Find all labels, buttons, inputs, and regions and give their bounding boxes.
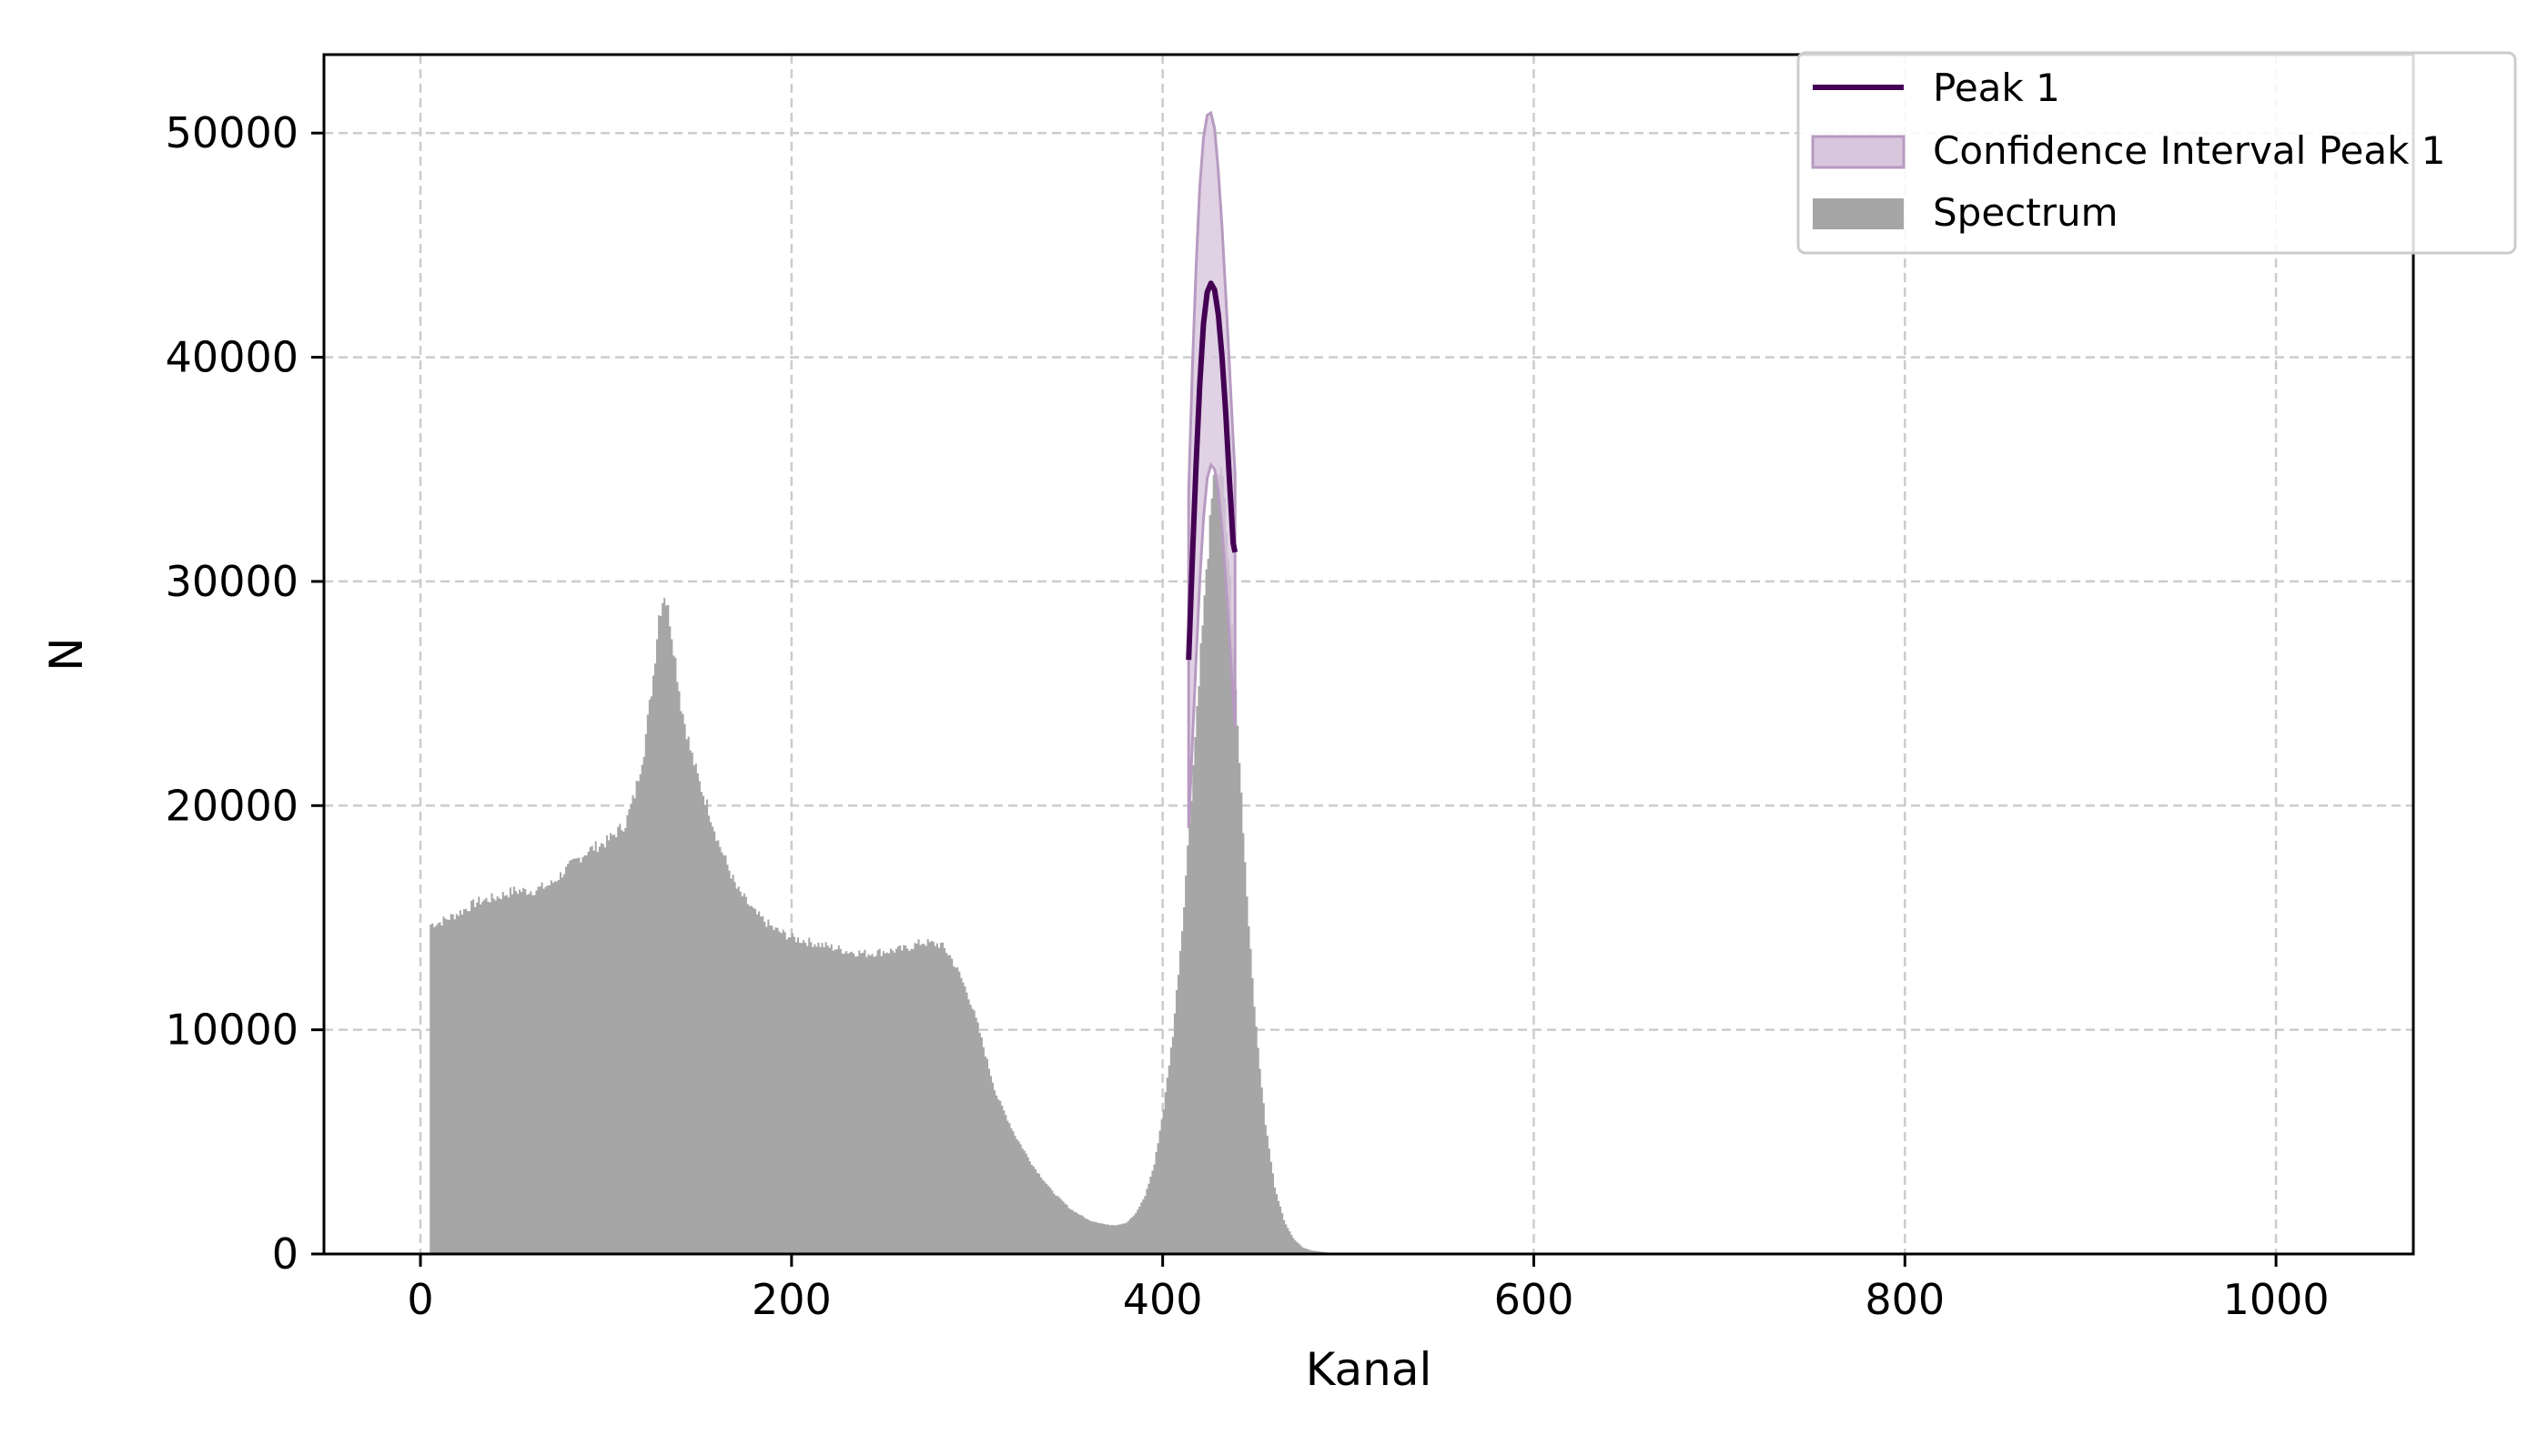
x-tick-label: 200 [752,1275,832,1324]
x-tick-label: 1000 [2223,1275,2330,1324]
y-tick-label: 30000 [166,557,298,606]
y-axis-ticks: 0 10000 20000 30000 40000 50000 [166,108,324,1279]
x-tick-label: 400 [1123,1275,1203,1324]
plot-frame [322,53,2415,1256]
y-tick-label: 40000 [166,333,298,382]
spectrum-area [430,467,1536,1254]
legend-box [1796,51,2517,255]
series-layer [430,110,1536,1254]
x-tick-label: 800 [1865,1275,1945,1324]
legend-swatch-confidence [1811,135,1906,169]
legend-label-confidence: Confidence Interval Peak 1 [1933,128,2446,173]
y-tick-label: 50000 [166,108,298,157]
y-tick-label: 0 [272,1229,298,1279]
legend: Peak 1 Confidence Interval Peak 1 Spectr… [1796,51,2517,255]
legend-swatch-spectrum [1813,198,1904,229]
x-tick-label: 0 [407,1275,433,1324]
y-tick-label: 20000 [166,781,298,830]
x-axis-ticks: 0 200 400 600 800 1000 [407,1254,2330,1324]
y-tick-label: 10000 [166,1006,298,1055]
y-axis-label: N [40,637,93,671]
legend-label-spectrum: Spectrum [1933,190,2118,235]
peak-line [1186,280,1239,661]
legend-label-peak: Peak 1 [1933,66,2060,110]
confidence-band [1187,110,1237,828]
x-tick-label: 600 [1494,1275,1574,1324]
x-axis-label: Kanal [1306,1343,1432,1396]
